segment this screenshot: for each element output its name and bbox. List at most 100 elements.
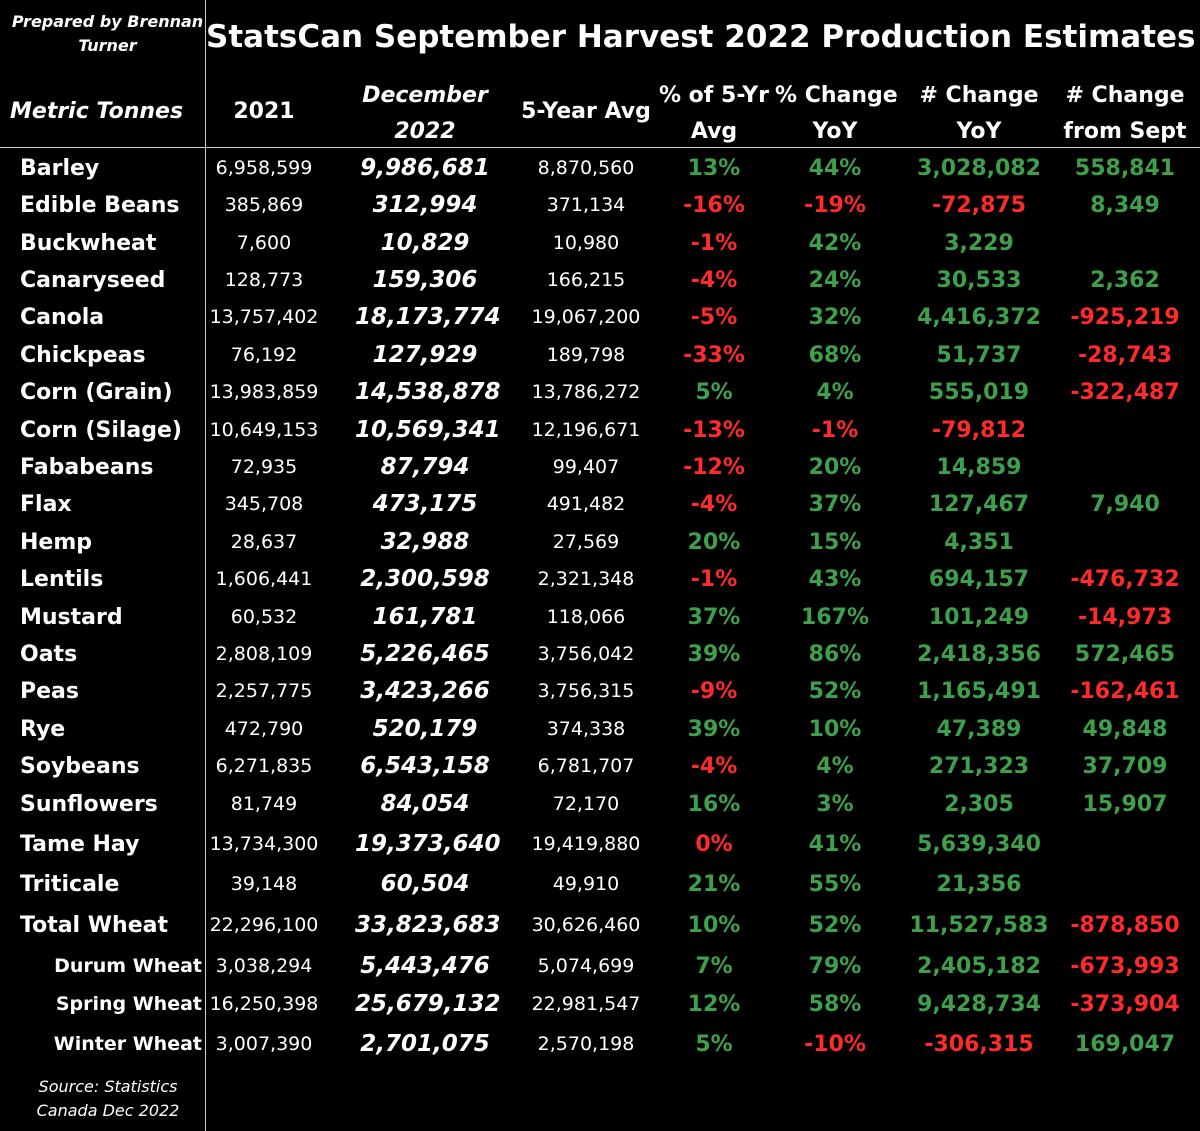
- cell-num-yoy: 101,249: [928, 605, 1030, 630]
- table-row: Buckwheat 7,600 10,829 10,980 -1% 42% 3,229: [0, 225, 1200, 262]
- table-row: Lentils 1,606,441 2,300,598 2,321,348 -1% 43%…: [0, 561, 1200, 598]
- table-row: Triticale 39,148 60,504 49,910 21% 55% 21,356: [0, 866, 1200, 903]
- col-header-pct-5yr: % of 5-Yr Avg: [655, 78, 773, 146]
- cell-2021: 10,649,153: [209, 419, 319, 441]
- cell-pct-yoy: 68%: [808, 343, 862, 368]
- page-title: StatsCan September Harvest 2022 Producti…: [206, 19, 1196, 55]
- cell-pct-yoy: 3%: [816, 792, 854, 817]
- col-header-pct-5yr-line1: % of 5-Yr: [658, 83, 770, 108]
- cell-5yr-avg: 5,074,699: [537, 955, 635, 977]
- cell-pct-yoy: 15%: [808, 530, 862, 555]
- crop-name: Tame Hay: [20, 832, 140, 857]
- cell-pct-yoy: 41%: [808, 832, 862, 857]
- cell-pct-5yr: 12%: [687, 992, 741, 1017]
- cell-num-sept: -476,732: [1070, 567, 1180, 592]
- cell-dec2022: 32,988: [380, 529, 470, 555]
- crop-name: Fababeans: [20, 455, 154, 480]
- source-note: Source: Statistics Canada Dec 2022: [36, 1077, 180, 1120]
- cell-5yr-avg: 19,419,880: [531, 833, 641, 855]
- prepared-by-note: Prepared by Brennan Turner: [11, 12, 204, 55]
- cell-pct-yoy: 10%: [808, 717, 862, 742]
- cell-dec2022: 6,543,158: [360, 753, 490, 779]
- cell-2021: 2,808,109: [215, 643, 313, 665]
- cell-pct-5yr: -4%: [690, 492, 738, 517]
- crop-name: Corn (Grain): [20, 380, 173, 405]
- cell-num-yoy: 5,639,340: [917, 832, 1041, 857]
- cell-dec2022: 18,173,774: [355, 304, 501, 330]
- cell-pct-5yr: 16%: [687, 792, 741, 817]
- cell-5yr-avg: 49,910: [552, 873, 620, 895]
- cell-num-yoy: 555,019: [928, 380, 1030, 405]
- table-row: Tame Hay 13,734,300 19,373,640 19,419,880 0%…: [0, 826, 1200, 863]
- cell-5yr-avg: 22,981,547: [531, 993, 641, 1015]
- cell-num-yoy: -72,875: [931, 193, 1027, 218]
- cell-num-yoy: 271,323: [928, 754, 1030, 779]
- cell-pct-yoy: 4%: [816, 754, 854, 779]
- cell-5yr-avg: 19,067,200: [531, 306, 641, 328]
- col-header-pct-yoy: % Change YoY: [775, 78, 898, 146]
- cell-pct-yoy: -1%: [811, 418, 859, 443]
- cell-num-sept: 37,709: [1082, 754, 1168, 779]
- table-row: Spring Wheat 16,250,398 25,679,132 22,981,5…: [0, 986, 1200, 1023]
- cell-pct-5yr: 0%: [695, 832, 733, 857]
- crop-name: Hemp: [20, 530, 93, 555]
- cell-pct-5yr: 21%: [687, 872, 741, 897]
- cell-5yr-avg: 3,756,042: [537, 643, 635, 665]
- cell-pct-yoy: -19%: [804, 193, 866, 218]
- cell-2021: 16,250,398: [209, 993, 319, 1015]
- cell-2021: 3,007,390: [215, 1033, 313, 1055]
- table-row: Total Wheat 22,296,100 33,823,683 30,626,46…: [0, 907, 1200, 944]
- cell-dec2022: 14,538,878: [355, 379, 501, 405]
- cell-pct-5yr: 13%: [687, 156, 741, 181]
- cell-num-yoy: 1,165,491: [917, 679, 1041, 704]
- cell-num-sept: [1055, 826, 1195, 863]
- cell-num-sept: [1055, 449, 1195, 486]
- crop-name: Total Wheat: [20, 913, 168, 938]
- cell-5yr-avg: 374,338: [546, 718, 626, 740]
- cell-num-yoy: 3,028,082: [917, 156, 1041, 181]
- cell-num-yoy: 2,418,356: [917, 642, 1041, 667]
- cell-num-yoy: -79,812: [931, 418, 1027, 443]
- cell-num-yoy: 4,351: [944, 530, 1014, 555]
- cell-2021: 6,958,599: [215, 157, 313, 179]
- cell-2021: 2,257,775: [215, 680, 313, 702]
- cell-pct-yoy: 58%: [808, 992, 862, 1017]
- cell-2021: 3,038,294: [215, 955, 313, 977]
- cell-dec2022: 33,823,683: [355, 912, 501, 938]
- cell-dec2022: 87,794: [380, 454, 470, 480]
- table-row: Durum Wheat 3,038,294 5,443,476 5,074,699 7%…: [0, 948, 1200, 985]
- cell-pct-5yr: 5%: [695, 1032, 733, 1057]
- cell-pct-yoy: 55%: [808, 872, 862, 897]
- cell-2021: 345,708: [224, 493, 304, 515]
- cell-dec2022: 25,679,132: [355, 991, 501, 1017]
- cell-pct-yoy: 37%: [808, 492, 862, 517]
- cell-pct-5yr: -9%: [690, 679, 738, 704]
- cell-2021: 385,869: [224, 194, 304, 216]
- cell-num-sept: -322,487: [1070, 380, 1180, 405]
- cell-pct-5yr: 5%: [695, 380, 733, 405]
- cell-pct-5yr: -1%: [690, 567, 738, 592]
- cell-5yr-avg: 27,569: [552, 531, 620, 553]
- crop-name: Edible Beans: [20, 193, 180, 218]
- cell-pct-5yr: -1%: [690, 231, 738, 256]
- cell-5yr-avg: 30,626,460: [531, 914, 641, 936]
- crop-name: Canola: [20, 305, 105, 330]
- cell-dec2022: 10,569,341: [355, 417, 501, 443]
- cell-pct-yoy: -10%: [804, 1032, 866, 1057]
- crop-name: Chickpeas: [20, 343, 146, 368]
- cell-dec2022: 60,504: [380, 871, 470, 897]
- cell-num-yoy: 14,859: [936, 455, 1022, 480]
- cell-2021: 13,757,402: [209, 306, 319, 328]
- cell-5yr-avg: 166,215: [546, 269, 626, 291]
- cell-2021: 22,296,100: [209, 914, 319, 936]
- cell-dec2022: 159,306: [372, 267, 478, 293]
- crop-name: Soybeans: [20, 754, 140, 779]
- cell-dec2022: 520,179: [372, 716, 478, 742]
- cell-num-yoy: 47,389: [936, 717, 1022, 742]
- cell-num-sept: [1055, 412, 1195, 449]
- col-header-num-sept-line2: from Sept: [1063, 119, 1187, 144]
- cell-pct-5yr: 10%: [687, 913, 741, 938]
- cell-pct-5yr: -12%: [683, 455, 745, 480]
- cell-num-sept: -925,219: [1070, 305, 1180, 330]
- cell-2021: 72,935: [230, 456, 298, 478]
